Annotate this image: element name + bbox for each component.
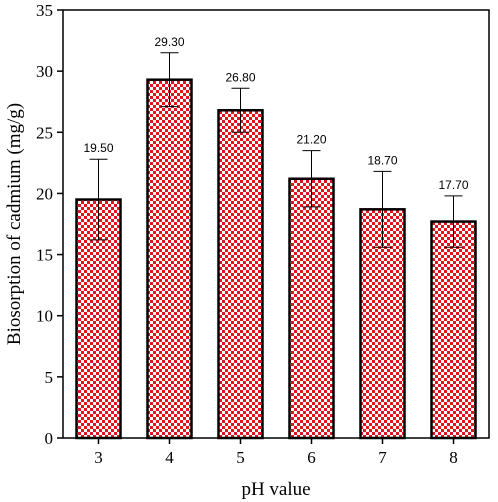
bars-group: [75, 78, 477, 440]
y-tick-label-35: 35: [36, 1, 53, 20]
y-tick-label-15: 15: [36, 246, 53, 265]
x-tick-label-3: 3: [94, 448, 103, 467]
y-tick-label-20: 20: [36, 184, 53, 203]
y-axis-title: Biosorption of cadmium (mg/g): [4, 103, 25, 345]
data-label-6: 21.20: [296, 133, 326, 147]
data-label-8: 17.70: [438, 178, 468, 192]
error-bars-group: [89, 52, 463, 248]
y-tick-label-5: 5: [45, 368, 54, 387]
data-label-4: 29.30: [154, 35, 184, 49]
y-tick-label-30: 30: [36, 62, 53, 81]
data-label-7: 18.70: [367, 153, 397, 167]
x-tick-label-6: 6: [307, 448, 316, 467]
data-label-3: 19.50: [83, 141, 113, 155]
y-tick-label-25: 25: [36, 123, 53, 142]
bar-ph-4: [146, 78, 193, 440]
axes-group: 3 4 5 6 7 8 0 5 10 15 20 25 30 35: [36, 1, 490, 467]
x-tick-label-5: 5: [236, 448, 245, 467]
x-tick-label-7: 7: [378, 448, 387, 467]
x-axis-title: pH value: [241, 479, 310, 500]
bar-ph-6: [288, 177, 335, 440]
plot-frame: [62, 9, 490, 439]
x-tick-label-8: 8: [449, 448, 458, 467]
data-label-5: 26.80: [225, 70, 255, 84]
y-tick-label-0: 0: [45, 429, 54, 448]
bar-ph-5: [217, 109, 264, 440]
bar-ph-8: [430, 220, 477, 440]
data-labels-group: 19.50 29.30 26.80 21.20 18.70 17.70: [83, 35, 468, 192]
y-tick-label-10: 10: [36, 307, 53, 326]
x-tick-label-4: 4: [165, 448, 174, 467]
